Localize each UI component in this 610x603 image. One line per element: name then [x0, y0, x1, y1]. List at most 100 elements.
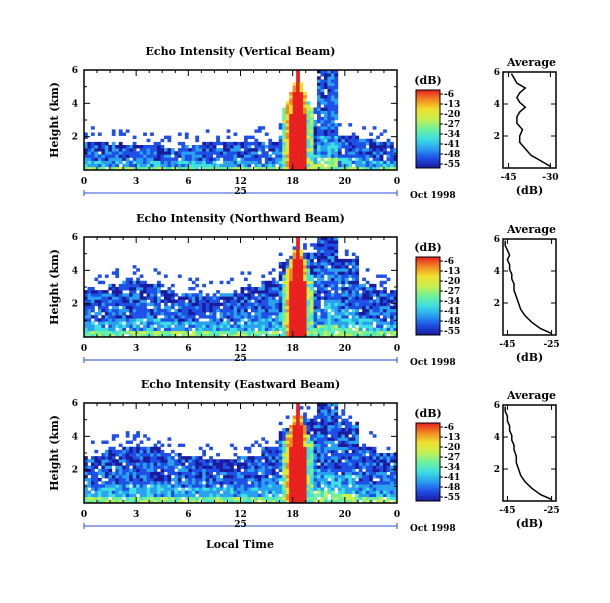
- heatmap-cell: [303, 437, 307, 441]
- heatmap-cell: [303, 243, 307, 247]
- heatmap-cell: [237, 330, 241, 335]
- heatmap-cell: [264, 305, 269, 310]
- heatmap-cell: [289, 116, 293, 121]
- heatmap-cell: [153, 481, 158, 485]
- heatmap-cell: [372, 315, 377, 319]
- heatmap-cell: [299, 462, 304, 466]
- heatmap-cell: [87, 493, 92, 498]
- heatmap-cell: [383, 318, 387, 322]
- heatmap-cell: [97, 462, 102, 466]
- heatmap-cell: [264, 478, 269, 482]
- heatmap-cell: [233, 141, 238, 146]
- heatmap-cell: [87, 315, 92, 319]
- heatmap-cell: [285, 490, 290, 494]
- x-tick-label: 20: [339, 510, 352, 520]
- heatmap-cell: [275, 151, 280, 155]
- heatmap-cell: [118, 315, 123, 319]
- heatmap-cell: [355, 271, 360, 275]
- heatmap-cell: [299, 308, 304, 313]
- heatmap-cell: [97, 478, 102, 482]
- heatmap-cell: [230, 333, 234, 338]
- heatmap-cell: [94, 315, 99, 319]
- heatmap-cell: [181, 296, 186, 300]
- heatmap-cell: [87, 145, 92, 149]
- heatmap-cell: [330, 415, 335, 419]
- heatmap-cell: [303, 449, 307, 454]
- heatmap-cell: [296, 431, 300, 435]
- heatmap-cell: [299, 478, 304, 482]
- heatmap-cell: [233, 496, 238, 501]
- heatmap-cell: [271, 312, 276, 316]
- heatmap-cell: [303, 496, 307, 501]
- heatmap-cell: [355, 160, 360, 165]
- heatmap-cell: [243, 481, 248, 485]
- heatmap-cell: [313, 493, 318, 498]
- heatmap-cell: [132, 135, 137, 140]
- heatmap-cell: [132, 293, 137, 297]
- heatmap-cell: [153, 446, 158, 451]
- heatmap-cell: [111, 148, 116, 152]
- heatmap-cell: [108, 459, 113, 463]
- heatmap-cell: [289, 299, 293, 303]
- heatmap-cell: [303, 493, 307, 498]
- heatmap-cell: [320, 95, 325, 99]
- heatmap-cell: [327, 73, 332, 77]
- heatmap-cell: [195, 160, 200, 165]
- heatmap-cell: [289, 277, 293, 282]
- heatmap-cell: [278, 154, 283, 158]
- heatmap-cell: [334, 141, 339, 146]
- profile-line: [504, 240, 552, 335]
- heatmap-cell: [376, 493, 380, 498]
- heatmap-cell: [334, 478, 339, 482]
- heatmap-cell: [188, 499, 193, 504]
- heatmap-cell: [313, 243, 318, 247]
- heatmap-cell: [226, 280, 231, 285]
- heatmap-cell: [320, 462, 325, 466]
- heatmap-cell: [275, 446, 280, 451]
- heatmap-cell: [351, 315, 356, 319]
- heatmap-cell: [310, 308, 314, 313]
- heatmap-cell: [313, 428, 318, 432]
- heatmap-cell: [376, 148, 380, 152]
- heatmap-cell: [237, 148, 241, 152]
- heatmap-cell: [132, 446, 137, 451]
- heatmap-cell: [139, 290, 144, 294]
- heatmap-cell: [132, 449, 137, 454]
- heatmap-cell: [157, 287, 161, 291]
- heatmap-cell: [219, 493, 224, 498]
- heatmap-cell: [268, 154, 273, 158]
- heatmap-cell: [351, 312, 356, 316]
- heatmap-cell: [132, 459, 137, 463]
- heatmap-cell: [358, 157, 363, 161]
- heatmap-cell: [163, 163, 168, 168]
- heatmap-cell: [379, 154, 384, 158]
- heatmap-cell: [160, 496, 165, 501]
- profile-title: Average: [506, 389, 556, 402]
- heatmap-cell: [170, 166, 175, 171]
- heatmap-cell: [282, 107, 287, 111]
- heatmap-cell: [341, 468, 346, 473]
- heatmap-cell: [390, 148, 394, 152]
- heatmap-cell: [355, 440, 360, 444]
- heatmap-cell: [129, 283, 133, 288]
- heatmap-cell: [216, 493, 220, 498]
- heatmap-cell: [233, 446, 238, 451]
- y-tick-label: 6: [72, 399, 78, 409]
- heatmap-cell: [160, 308, 165, 313]
- heatmap-cell: [390, 474, 394, 479]
- heatmap-cell: [115, 166, 120, 171]
- heatmap-cell: [313, 474, 318, 479]
- heatmap-cell: [146, 296, 151, 300]
- heatmap-cell: [157, 471, 161, 476]
- heatmap-cell: [84, 496, 88, 501]
- heatmap-cell: [264, 490, 269, 494]
- heatmap-cell: [289, 265, 293, 269]
- heatmap-cell: [330, 443, 335, 448]
- heatmap-cell: [365, 474, 370, 479]
- heatmap-cell: [348, 493, 353, 498]
- heatmap-cell: [299, 104, 304, 108]
- heatmap-cell: [390, 315, 394, 319]
- heatmap-cell: [323, 481, 328, 485]
- heatmap-cell: [341, 324, 346, 328]
- heatmap-cell: [90, 487, 95, 491]
